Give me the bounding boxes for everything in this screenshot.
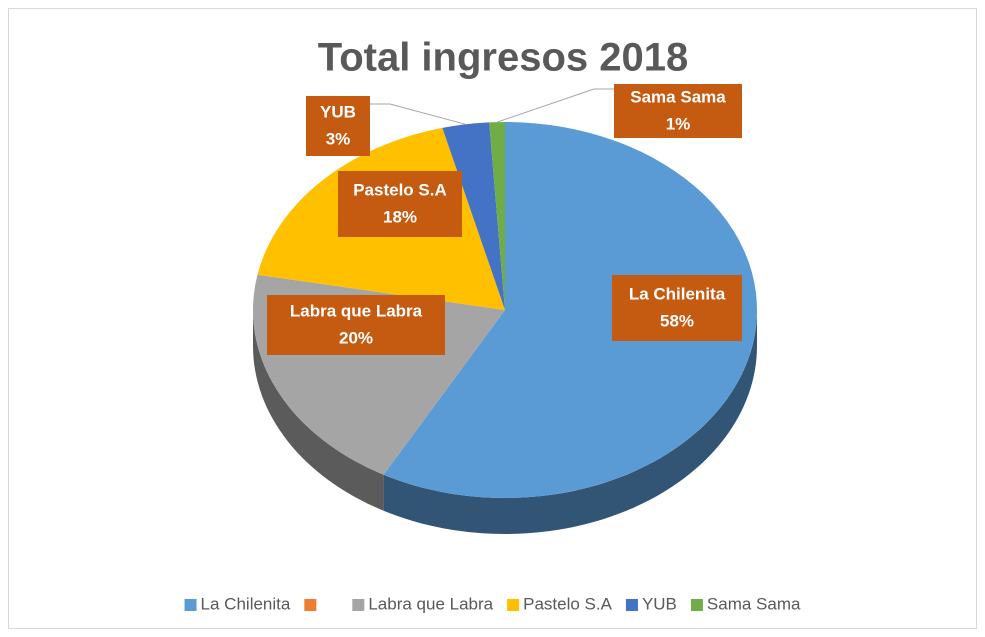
leader-line bbox=[370, 103, 466, 125]
legend-label: YUB bbox=[642, 594, 677, 613]
slice-side bbox=[253, 310, 384, 511]
slice bbox=[489, 122, 505, 310]
data-label-name: Pastelo S.A bbox=[353, 180, 447, 199]
data-label-value: 1% bbox=[666, 114, 691, 133]
data-label-value: 20% bbox=[339, 328, 373, 347]
data-label-box bbox=[338, 171, 462, 237]
legend: La Chilenita Labra que Labra Pastelo S.A YU… bbox=[184, 594, 801, 613]
legend-swatch bbox=[625, 599, 638, 611]
legend-swatch bbox=[184, 599, 197, 611]
legend-label: La Chilenita bbox=[201, 594, 291, 613]
slice-side bbox=[383, 310, 757, 534]
data-label-name: YUB bbox=[320, 102, 356, 121]
data-label-box bbox=[612, 275, 742, 341]
slice bbox=[442, 122, 505, 310]
data-label-box bbox=[614, 84, 742, 138]
chart-title: Total ingresos 2018 bbox=[318, 36, 689, 80]
data-label-name: Labra que Labra bbox=[290, 301, 423, 320]
data-label-box bbox=[306, 96, 370, 156]
data-label-box bbox=[267, 295, 445, 355]
data-label-value: 58% bbox=[660, 311, 694, 330]
slice bbox=[383, 122, 758, 499]
legend-swatch bbox=[304, 599, 317, 611]
data-label-name: Sama Sama bbox=[630, 87, 726, 106]
data-label-value: 3% bbox=[326, 129, 351, 148]
legend-label: Pastelo S.A bbox=[523, 594, 612, 613]
leader-line bbox=[496, 88, 614, 123]
legend-swatch bbox=[690, 599, 703, 611]
data-label-value: 18% bbox=[383, 207, 417, 226]
legend-swatch bbox=[507, 599, 520, 611]
legend-label: Sama Sama bbox=[707, 594, 801, 613]
data-label-name: La Chilenita bbox=[629, 284, 726, 303]
legend-swatch bbox=[352, 599, 365, 611]
legend-label: Labra que Labra bbox=[368, 594, 493, 613]
